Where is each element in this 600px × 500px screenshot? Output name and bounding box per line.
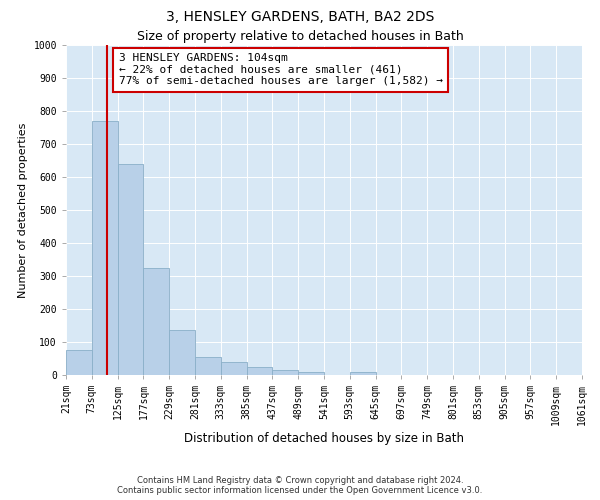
Bar: [247, 367, 272, 375]
Bar: [143, 268, 169, 375]
Text: 3 HENSLEY GARDENS: 104sqm
← 22% of detached houses are smaller (461)
77% of semi: 3 HENSLEY GARDENS: 104sqm ← 22% of detac…: [119, 53, 443, 86]
Bar: [66, 350, 92, 375]
Bar: [92, 121, 118, 375]
Text: Contains HM Land Registry data © Crown copyright and database right 2024.
Contai: Contains HM Land Registry data © Crown c…: [118, 476, 482, 495]
Bar: [195, 357, 221, 375]
Bar: [350, 372, 376, 375]
Bar: [169, 330, 195, 375]
Bar: [272, 370, 298, 375]
X-axis label: Distribution of detached houses by size in Bath: Distribution of detached houses by size …: [184, 432, 464, 445]
Bar: [118, 164, 143, 375]
Text: Size of property relative to detached houses in Bath: Size of property relative to detached ho…: [137, 30, 463, 43]
Y-axis label: Number of detached properties: Number of detached properties: [18, 122, 28, 298]
Text: 3, HENSLEY GARDENS, BATH, BA2 2DS: 3, HENSLEY GARDENS, BATH, BA2 2DS: [166, 10, 434, 24]
Bar: [221, 362, 247, 375]
Bar: [298, 372, 324, 375]
